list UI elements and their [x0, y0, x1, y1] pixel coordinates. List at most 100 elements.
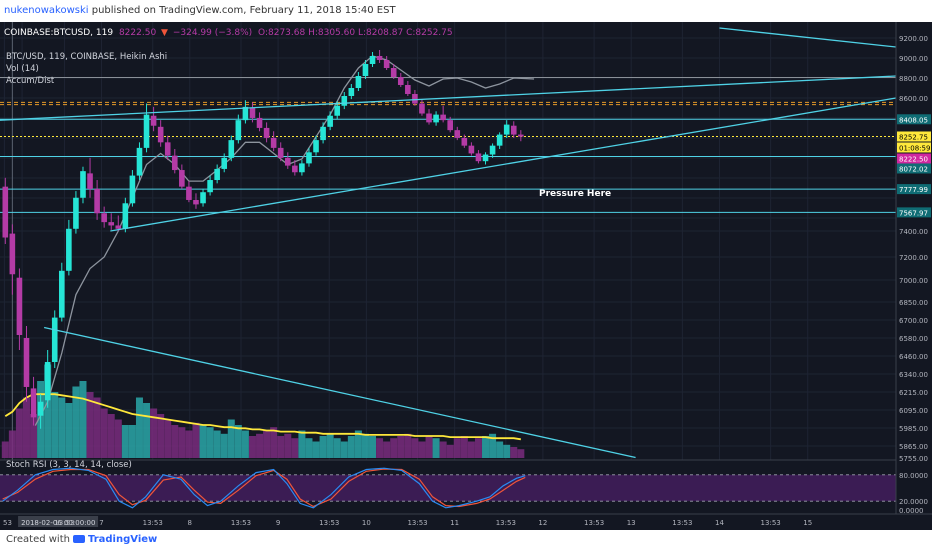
candles [2, 50, 524, 429]
volume-bar [263, 430, 271, 458]
price-tick-label: 6340.00 [899, 371, 928, 379]
legend-change: −324.99 (−3.8%) [173, 28, 252, 38]
candle-body [256, 117, 263, 128]
volume-bar [390, 438, 398, 458]
volume-bar [86, 392, 94, 458]
volume-bar [1, 441, 9, 458]
volume-bars [1, 364, 525, 458]
candle-body [306, 152, 312, 164]
price-tick-label: 5755.00 [899, 455, 928, 463]
candle-body [376, 56, 383, 60]
price-chart[interactable]: 9200.00 9000.00 8800.00 8600.00 7400.00 7200.… [0, 22, 932, 530]
vol-label[interactable]: Vol (14) [6, 64, 39, 74]
volume-bar [213, 430, 221, 458]
trendlines [0, 27, 897, 459]
volume-bar [248, 436, 256, 458]
price-axis: 9200.00 9000.00 8800.00 8600.00 7400.00 7200.… [895, 22, 932, 530]
candle-body [2, 186, 9, 238]
legend-price: 8222.50 [119, 28, 156, 38]
candle-body [129, 175, 136, 204]
volume-bar [340, 441, 348, 458]
candle-body [207, 180, 213, 193]
candle-body [150, 115, 157, 126]
volume-bar [114, 419, 122, 458]
candle-body [518, 134, 524, 137]
candle-body [496, 134, 503, 146]
candle-body [292, 165, 298, 173]
price-label-box [897, 163, 931, 174]
time-tick-label: 7 [99, 519, 103, 527]
time-tick-label: 13:53 [319, 519, 339, 527]
time-tick-label: 12 [538, 519, 547, 527]
volume-bar [460, 436, 468, 458]
stoch-tick-label: 80.0000 [899, 472, 928, 480]
candle-body [66, 228, 72, 271]
price-tick-label: 7000.00 [899, 277, 928, 285]
volume-bar [135, 397, 143, 458]
volume-bar [298, 430, 306, 458]
candle-body [482, 154, 489, 162]
candle-body [101, 213, 107, 223]
stoch-label[interactable]: Stoch RSI (3, 3, 14, 14, close) [6, 460, 132, 470]
chart-area[interactable]: 9200.00 9000.00 8800.00 8600.00 7400.00 7200.… [0, 22, 932, 530]
time-tick-label: 8 [188, 519, 192, 527]
volume-bar [284, 433, 292, 458]
stoch-tick-label: 0.0000 [899, 507, 924, 515]
candle-body [186, 186, 192, 200]
price-tick-label: 6580.00 [899, 335, 928, 343]
legend-symbol: COINBASE:BTCUSD, 119 [4, 28, 113, 38]
candle-body [242, 106, 249, 121]
price-tick-label: 9000.00 [899, 55, 928, 63]
candle-body [171, 155, 178, 171]
candle-body [397, 77, 404, 85]
candle-body [87, 173, 93, 189]
volume-bar [22, 397, 30, 458]
price-tick-label: 5985.00 [899, 425, 928, 433]
volume-bar [241, 430, 249, 458]
candle-body [228, 140, 235, 158]
price-label: 01:08:59 [899, 144, 930, 152]
volume-bar [474, 438, 482, 458]
volume-bar [383, 441, 391, 458]
candle-body [51, 317, 58, 362]
candle-body [73, 197, 79, 229]
tradingview-brand[interactable]: TradingView [87, 534, 158, 545]
volume-bar [354, 430, 362, 458]
legend-symbol-line: COINBASE:BTCUSD, 119 8222.50 ▼ −324.99 (… [4, 28, 453, 38]
price-tick-label: 6095.00 [899, 407, 928, 415]
axis-bg [896, 22, 932, 530]
accum-dist [34, 55, 535, 426]
candle-body [355, 76, 362, 88]
price-tick-label: 7400.00 [899, 228, 928, 236]
volume-bar [446, 444, 454, 458]
volume-bar [8, 430, 16, 458]
author-link[interactable]: nukenowakowski [4, 5, 89, 16]
volume-bar [206, 427, 214, 458]
volume-bar [51, 392, 59, 458]
candle-body [341, 96, 348, 106]
candle-body [122, 203, 129, 229]
down-arrow-icon: ▼ [161, 28, 168, 38]
pane-title: BTC/USD, 119, COINBASE, Heikin Ashi [6, 52, 167, 62]
price-label-box [897, 142, 931, 153]
volume-bar [277, 436, 285, 458]
time-tick-label: 13:53 [407, 519, 427, 527]
volume-bar [482, 436, 490, 458]
accum-label[interactable]: Accum/Dist [6, 76, 55, 86]
time-tick-label: 13:53 [54, 519, 74, 527]
candle-body [362, 64, 369, 76]
candle-body [235, 120, 242, 141]
candle-body [510, 125, 517, 135]
trendline [43, 326, 636, 459]
volume-bar [489, 433, 497, 458]
candle-body [23, 338, 30, 387]
price-label: 7567.97 [899, 209, 928, 217]
volume-ma-line [4, 393, 521, 441]
candle-body [37, 401, 44, 416]
stoch-d-line [2, 468, 526, 508]
candle-body [193, 199, 199, 205]
volume-bar [15, 408, 23, 458]
time-tick-label: 9 [276, 519, 280, 527]
candle-body [80, 171, 86, 198]
pressure-annotation[interactable]: Pressure Here [539, 189, 611, 199]
